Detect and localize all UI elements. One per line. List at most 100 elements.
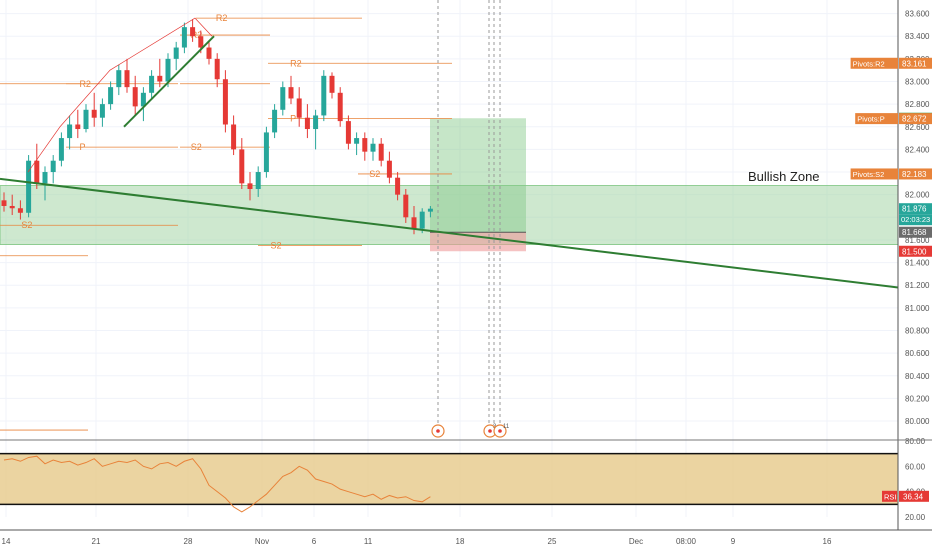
candle-body: [124, 70, 130, 88]
price-tag-bg: [899, 168, 932, 180]
zones: Bullish Zone: [0, 118, 899, 252]
candle-body: [9, 205, 15, 209]
candle-body: [411, 217, 417, 229]
x-tick-label: 08:00: [676, 537, 697, 546]
candle-body: [206, 47, 212, 59]
price-tag-name-bg: [855, 113, 898, 125]
price-tag-bg: [899, 226, 932, 238]
price-tag-sub: 02:03:23: [901, 215, 930, 224]
rsi-band: [0, 453, 898, 505]
price-tag-name: Pivots:R2: [853, 59, 885, 68]
rsi-value-bg: [899, 490, 929, 502]
candle-body: [157, 75, 163, 82]
candle-body: [337, 92, 343, 122]
candle-body: [17, 208, 23, 213]
candle-body: [403, 194, 409, 218]
pivot-label: S2: [369, 169, 380, 179]
candle-body: [370, 143, 376, 152]
pivot-label: R2: [290, 58, 302, 68]
x-tick-label: 21: [92, 537, 101, 546]
candle-body: [190, 27, 196, 37]
price-tag-value: 81.876: [902, 205, 927, 214]
candle-body: [296, 98, 302, 118]
pivot-label: S2: [191, 142, 202, 152]
pivot-label: R2: [191, 30, 203, 40]
event-marker-dot: [498, 429, 502, 433]
candle-body: [247, 183, 253, 190]
price-tag-name: Pivots:S2: [853, 170, 885, 179]
price-tag-bg: [899, 203, 932, 215]
candles: [1, 19, 433, 235]
y-tick-label: 82.000: [905, 191, 930, 200]
candle-body: [181, 27, 187, 48]
rsi-tick-label: 80.00: [905, 437, 926, 446]
price-tag-bg: [899, 245, 932, 257]
candle-body: [75, 124, 81, 130]
candle-body: [108, 87, 114, 105]
x-tick-label: 6: [312, 537, 317, 546]
candle-body: [26, 160, 32, 213]
pivot-label: P: [79, 142, 85, 152]
candle-body: [42, 172, 48, 184]
price-tag-value: 82.183: [902, 170, 927, 179]
x-tick-label: Nov: [255, 537, 269, 546]
candle-body: [173, 47, 179, 59]
candle-body: [304, 117, 310, 130]
y-tick-label: 80.400: [905, 372, 930, 381]
candle-body: [313, 115, 319, 130]
long-target-box: [430, 118, 526, 233]
candle-body: [362, 138, 368, 152]
candle-body: [198, 36, 204, 48]
candle-body: [50, 160, 56, 173]
pivot-lines: R2 R2 R2 P S2 R2 P S2 S2 S2: [0, 13, 452, 431]
price-tag-value: 81.668: [902, 228, 927, 237]
candle-body: [280, 87, 286, 110]
event-marker-dot: [436, 429, 440, 433]
price-tag-bg: [899, 113, 932, 125]
rsi-tick-label: 20.00: [905, 513, 926, 522]
rsi-name: RSI: [884, 492, 897, 501]
rsi-line: [3, 455, 431, 513]
trend-line-short: [123, 35, 215, 128]
event-marker-dot: [488, 429, 492, 433]
x-tick-label: 11: [364, 537, 373, 546]
candle-body: [1, 200, 7, 206]
candle-body: [91, 109, 97, 118]
candle-body: [329, 75, 335, 93]
candle-body: [288, 87, 294, 99]
price-tag-value: 83.161: [902, 59, 927, 68]
candle-body: [214, 58, 220, 80]
candle-body: [321, 75, 327, 116]
overlays: 3 11: [0, 0, 899, 438]
y-tick-label: 83.400: [905, 32, 930, 41]
candle-body: [67, 124, 73, 139]
candle-body: [231, 124, 237, 150]
candle-body: [34, 160, 40, 184]
trend-line: [0, 177, 899, 289]
bullish-zone-label: Bullish Zone: [748, 169, 820, 184]
pattern-line: [27, 17, 213, 173]
candle-body: [58, 138, 64, 161]
y-tick-label: 81.000: [905, 304, 930, 313]
y-tick-label: 80.000: [905, 417, 930, 426]
candle-body: [378, 143, 384, 161]
y-tick-label: 81.400: [905, 259, 930, 268]
x-tick-label: 16: [823, 537, 832, 546]
price-tag-name: Pivots:P: [857, 115, 885, 124]
long-stop-box: [430, 232, 526, 252]
candle-body: [149, 75, 155, 93]
price-tag-value: 81.500: [902, 247, 927, 256]
x-tick-label: 25: [548, 537, 557, 546]
y-tick-label: 81.600: [905, 236, 930, 245]
y-tick-label: 83.600: [905, 10, 930, 19]
candle-body: [386, 160, 392, 178]
y-tick-label: 80.800: [905, 326, 930, 335]
candle-body: [272, 109, 278, 133]
price-tag-name-bg: [850, 57, 898, 69]
x-tick-label: 18: [456, 537, 465, 546]
rsi-tick-label: 60.00: [905, 462, 926, 471]
candle-body: [263, 132, 269, 173]
pivot-label: S2: [270, 241, 281, 251]
